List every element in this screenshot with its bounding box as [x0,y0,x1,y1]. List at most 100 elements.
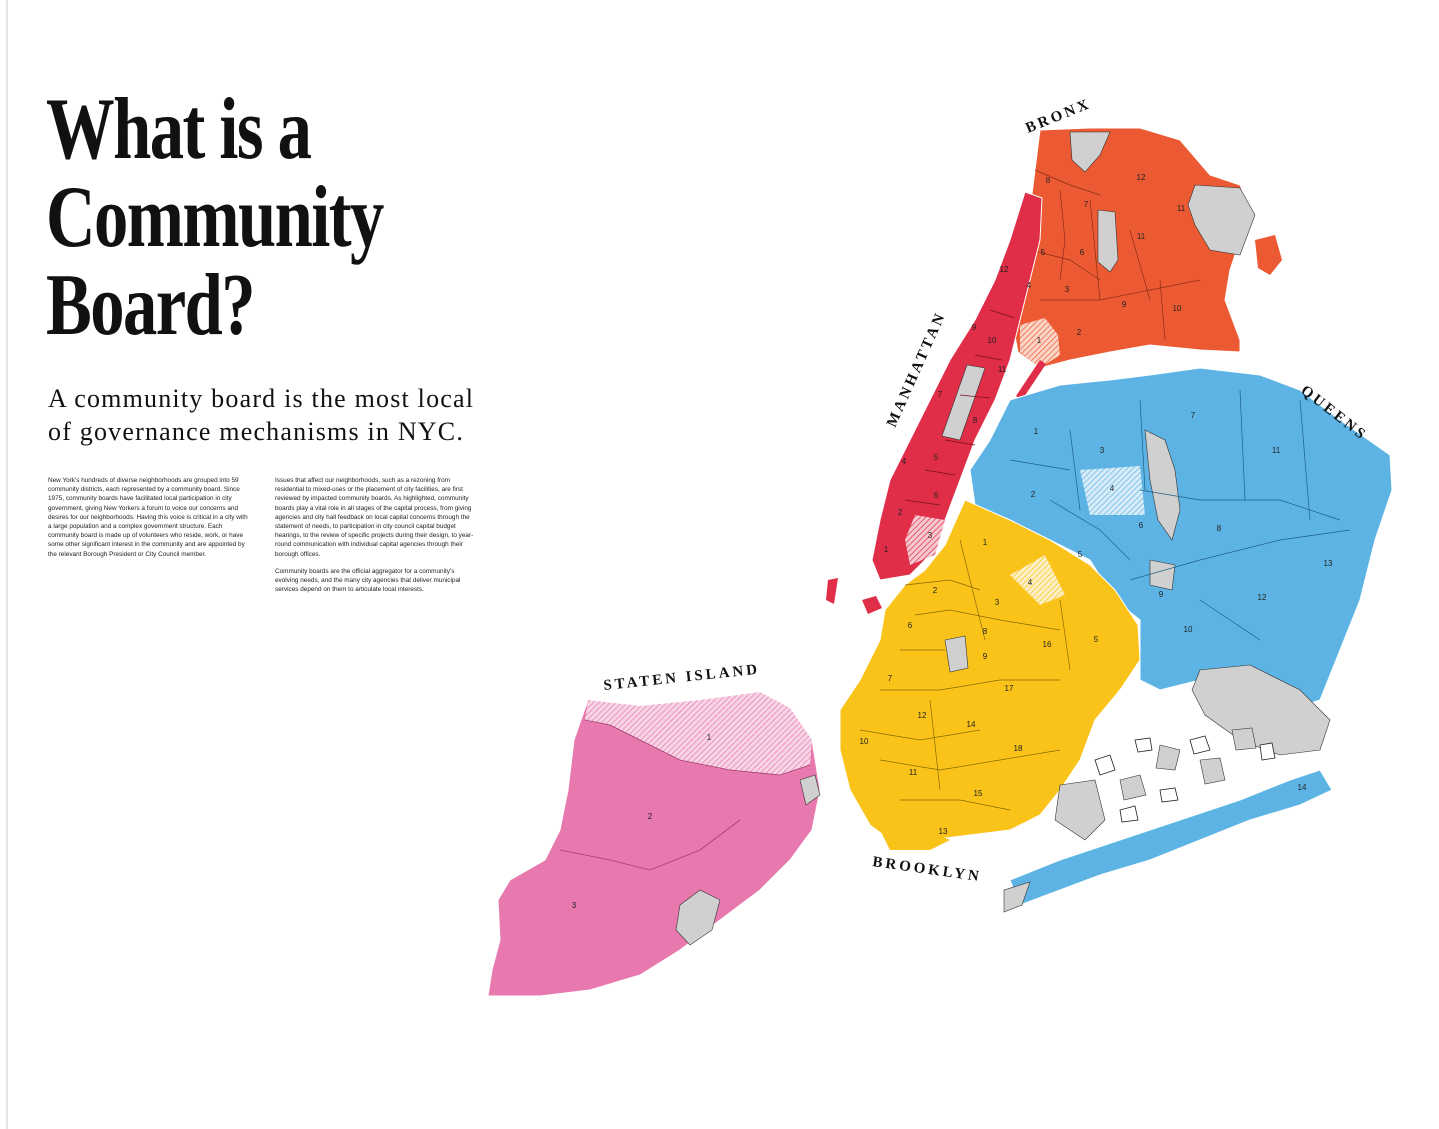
district-number: 7 [938,390,943,399]
marsh-island [1119,805,1139,823]
district-number: 4 [1027,281,1032,290]
district-number: 9 [1122,300,1127,309]
district-number: 10 [860,737,869,746]
district-boundary [1029,169,1201,341]
district-number: 4 [1110,484,1115,493]
roosevelt-island [1016,360,1046,400]
marsh-island [1259,742,1276,761]
district-number: 6 [908,621,913,630]
district-number: 12 [1137,173,1146,182]
district-number: 8 [1046,176,1051,185]
district-number: 18 [1014,744,1023,753]
body-column-right: Issues that affect our neighborhoods, su… [275,476,475,602]
marsh-island [1189,735,1211,755]
district-number: 2 [1031,490,1036,499]
district-number: 3 [995,598,1000,607]
borough-label-staten-island: STATEN ISLAND [603,662,761,694]
queens-park [1149,559,1176,591]
district-number: 9 [972,323,977,332]
brooklyn-prospect-park [944,635,969,673]
body-paragraph: Community boards are the official aggreg… [275,567,461,594]
district-number: 10 [1184,625,1193,634]
bronx-borough [1011,127,1282,369]
district-number: 1 [1034,427,1039,436]
rockaway-peninsula [1009,769,1333,906]
marsh-island [1134,737,1153,753]
bronx-shore [1255,235,1282,275]
district-number: 13 [939,827,948,836]
district-number: 11 [1177,204,1186,213]
district-number: 1 [1037,336,1042,345]
district-boundary [559,719,811,871]
district-number: 8 [983,627,988,636]
manhattan-borough [826,191,1046,614]
staten-island-park [799,774,821,806]
rockaway-park [1003,881,1031,913]
district-number: 12 [1258,593,1267,602]
district-number: 5 [934,453,939,462]
district-number: 13 [1324,559,1333,568]
brooklyn-district-4-hatched [1010,555,1065,605]
district-number: 8 [973,416,978,425]
district-number: 11 [1272,446,1281,455]
queens-district-4-hatched [1080,466,1145,515]
district-number: 11 [1137,232,1146,241]
district-boundary [904,309,1016,506]
district-number: 3 [1100,446,1105,455]
jamaica-bay-marshes [1094,735,1276,823]
subtitle-line-2: of governance mechanisms in NYC. [48,417,465,446]
district-number: 5 [1041,248,1046,257]
staten-island-park [675,889,721,946]
body-paragraph: Issues that affect our neighborhoods, su… [275,477,474,558]
brooklyn-park [1054,779,1106,841]
title-line-1: What is a [46,81,312,178]
bronx-park [1069,131,1111,173]
page-edge-line [6,0,8,1129]
district-number: 7 [1191,411,1196,420]
district-number: 12 [918,711,927,720]
district-numbers: 8 12 7 11 5 6 11 4 3 9 10 1 2 12 9 10 11… [572,173,1333,910]
district-number: 3 [928,531,933,540]
district-number: 4 [902,457,907,466]
queens-borough [969,367,1393,913]
district-number: 3 [1065,285,1070,294]
brooklyn-borough [839,499,1141,850]
jamaica-bay-island [1119,774,1147,801]
queens-park [1144,429,1181,541]
jamaica-bay-island [1199,757,1226,785]
district-number: 7 [1084,200,1089,209]
manhattan-landmass [871,191,1043,581]
page-title: What is a Community Board? [46,86,483,350]
district-number: 17 [1005,684,1014,693]
district-number: 1 [884,545,889,554]
district-number: 9 [1159,590,1164,599]
district-number: 1 [983,538,988,547]
title-line-3: Board? [46,257,256,354]
district-number: 10 [988,336,997,345]
bronx-park [1187,184,1256,256]
marsh-island [1094,754,1116,776]
page-subtitle: A community board is the most local of g… [48,382,518,448]
district-number: 12 [1000,265,1009,274]
district-boundary [1009,389,1351,641]
marsh-island [1159,787,1179,803]
brooklyn-coney-tip [880,828,950,850]
governors-island [862,596,882,614]
district-number: 6 [1080,248,1085,257]
district-number: 6 [1139,521,1144,530]
jamaica-bay-island [1155,744,1181,771]
district-number: 3 [572,901,577,910]
district-boundary [859,539,1071,811]
district-number: 1 [707,733,712,742]
district-number: 8 [1217,524,1222,533]
district-number: 5 [1078,550,1083,559]
district-number: 14 [1298,783,1307,792]
bronx-park [1097,209,1119,273]
title-line-2: Community [46,169,384,266]
staten-island-borough [487,691,821,997]
district-number: 5 [1094,635,1099,644]
body-column-left: New York's hundreds of diverse neighborh… [48,476,248,567]
district-number: 14 [967,720,976,729]
district-number: 10 [1173,304,1182,313]
